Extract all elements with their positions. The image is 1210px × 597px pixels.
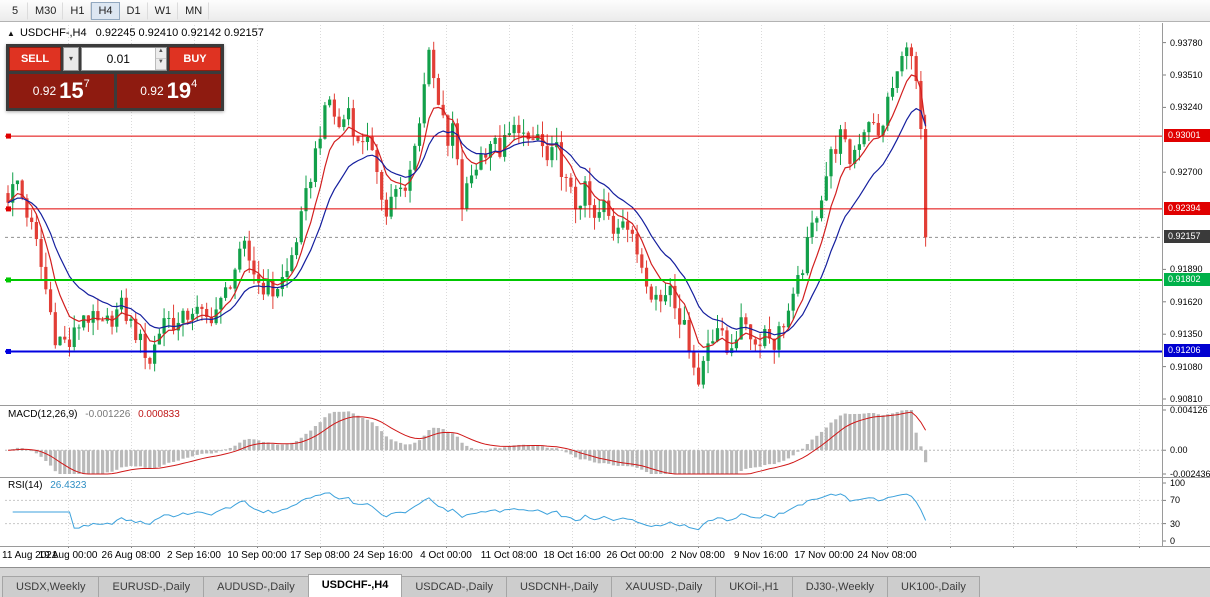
- price-badge: 0.92157: [1164, 230, 1210, 244]
- scale-tick: 0.92700: [1170, 167, 1203, 178]
- scale-tick: 0.93510: [1170, 70, 1203, 80]
- price-badge: 0.91206: [1164, 344, 1210, 358]
- chart-tab-dj30-weekly[interactable]: DJ30-,Weekly: [791, 576, 889, 597]
- buy-button[interactable]: BUY: [169, 47, 221, 71]
- scale-tick: 70: [1170, 495, 1181, 506]
- time-label: 24 Sep 16:00: [353, 550, 413, 561]
- scale-tick: 0.93780: [1170, 37, 1203, 48]
- time-label: 26 Aug 08:00: [101, 550, 161, 561]
- chart-tab-usdx-weekly[interactable]: USDX,Weekly: [2, 576, 100, 597]
- macd-name: MACD(12,26,9): [8, 409, 78, 420]
- one-click-trading-panel: SELL ▾ ▲ ▼ BUY 0.92 15 7 0.92 19 4: [6, 44, 224, 111]
- sell-button[interactable]: SELL: [9, 47, 61, 71]
- price-scale-separator: [1162, 23, 1163, 547]
- timeframe-button-W1[interactable]: W1: [148, 1, 179, 20]
- time-label: 26 Oct 00:00: [606, 550, 664, 561]
- timeframe-button-5[interactable]: 5: [2, 1, 28, 20]
- chart-tab-uk100-daily[interactable]: UK100-,Daily: [887, 576, 980, 597]
- scale-tick: 0: [1170, 536, 1176, 546]
- scale-tick: 30: [1170, 518, 1181, 529]
- chart-symbol-period: USDCHF-,H4: [19, 27, 87, 39]
- timeframe-button-H1[interactable]: H1: [63, 1, 92, 20]
- time-axis[interactable]: 11 Aug 2021 19 Aug 00:00 26 Aug 08:00 2 Sep…: [0, 548, 1210, 566]
- sell-price-quote[interactable]: 0.92 15 7: [9, 74, 114, 108]
- time-label: 19 Aug 00:00: [38, 550, 98, 561]
- price-badge: 0.93001: [1164, 129, 1210, 143]
- timeframe-toolbar: 5 M30 H1 H4 D1 W1 MN: [0, 0, 1210, 22]
- scale-tick: 0.91890: [1170, 264, 1203, 275]
- time-label: 17 Nov 00:00: [794, 550, 854, 561]
- volume-field: ▲ ▼: [81, 47, 167, 71]
- macd-label: MACD(12,26,9) -0.001226 0.000833: [8, 409, 180, 420]
- scale-tick: 0.93240: [1170, 102, 1203, 113]
- chart-tab-xauusd-daily[interactable]: XAUUSD-,Daily: [611, 576, 717, 597]
- scale-tick: 100: [1170, 478, 1186, 488]
- time-axis-separator: [0, 546, 1210, 547]
- time-label: 17 Sep 08:00: [290, 550, 350, 561]
- chart-tab-eurusd-daily[interactable]: EURUSD-,Daily: [98, 576, 205, 597]
- price-badge: 0.91802: [1164, 272, 1210, 286]
- time-label: 2 Sep 16:00: [167, 550, 221, 561]
- scale-tick: 0.91620: [1170, 296, 1203, 307]
- volume-decrease-button[interactable]: ▼: [155, 59, 166, 70]
- scale-tick: 0.90810: [1170, 394, 1203, 404]
- chart-marker-icon: ▲: [7, 29, 15, 38]
- pane-separator-rsi[interactable]: [0, 477, 1210, 478]
- chart-ohlc-values: 0.92245 0.92410 0.92142 0.92157: [95, 27, 264, 39]
- time-label: 24 Nov 08:00: [857, 550, 917, 561]
- rsi-name: RSI(14): [8, 480, 43, 491]
- sell-price-prefix: 0.92: [32, 84, 57, 98]
- timeframe-button-H4[interactable]: H4: [91, 1, 120, 20]
- buy-price-point: 4: [191, 78, 198, 90]
- rsi-value: 26.4323: [50, 480, 87, 491]
- price-scale[interactable]: 0.93780 0.93510 0.93240 0.92700 0.91890 0.916…: [1163, 23, 1210, 546]
- scale-tick: 0.91350: [1170, 329, 1203, 340]
- pane-separator-macd[interactable]: [0, 405, 1210, 406]
- chart-tab-ukoil-h1[interactable]: UKOil-,H1: [715, 576, 793, 597]
- scale-tick: 0.00: [1170, 445, 1188, 456]
- time-label: 11 Oct 08:00: [480, 550, 538, 561]
- chart-tab-usdcad-daily[interactable]: USDCAD-,Daily: [401, 576, 507, 597]
- buy-price-quote[interactable]: 0.92 19 4: [116, 74, 221, 108]
- rsi-label: RSI(14) 26.4323: [8, 480, 86, 491]
- timeframe-button-D1[interactable]: D1: [120, 1, 148, 20]
- chart-title: ▲ USDCHF-,H4 0.92245 0.92410 0.92142 0.9…: [7, 27, 264, 39]
- time-label: 10 Sep 00:00: [227, 550, 287, 561]
- buy-price-pips: 19: [166, 78, 192, 103]
- time-label: 18 Oct 16:00: [543, 550, 601, 561]
- volume-dropdown-button[interactable]: ▾: [63, 47, 79, 71]
- macd-main-value: -0.001226: [85, 409, 131, 420]
- sell-price-point: 7: [83, 78, 90, 90]
- scale-tick: -0.002436: [1170, 469, 1210, 479]
- sell-price-pips: 15: [59, 78, 84, 103]
- buy-price-prefix: 0.92: [140, 84, 164, 98]
- volume-input[interactable]: [82, 48, 155, 70]
- price-badge: 0.92394: [1164, 201, 1210, 215]
- scale-tick: 0.004126: [1170, 405, 1208, 415]
- timeframe-button-M30[interactable]: M30: [28, 1, 64, 20]
- volume-increase-button[interactable]: ▲: [155, 48, 166, 59]
- scale-tick: 0.91080: [1170, 361, 1203, 372]
- chart-tabs-bar: USDX,Weekly EURUSD-,Daily AUDUSD-,Daily USD…: [0, 567, 1210, 597]
- time-label: 4 Oct 00:00: [420, 550, 472, 561]
- volume-spinner: ▲ ▼: [154, 48, 166, 70]
- chevron-down-icon: ▾: [68, 54, 73, 63]
- chart-tab-audusd-daily[interactable]: AUDUSD-,Daily: [203, 576, 309, 597]
- time-label: 2 Nov 08:00: [671, 550, 725, 561]
- chart-tab-usdchf-h4[interactable]: USDCHF-,H4: [307, 574, 403, 597]
- time-label: 9 Nov 16:00: [734, 550, 788, 561]
- chart-tab-usdcnh-daily[interactable]: USDCNH-,Daily: [505, 576, 613, 597]
- timeframe-button-MN[interactable]: MN: [178, 1, 210, 20]
- macd-signal-value: 0.000833: [138, 409, 180, 420]
- time-label: 11 Aug 2021: [2, 550, 58, 561]
